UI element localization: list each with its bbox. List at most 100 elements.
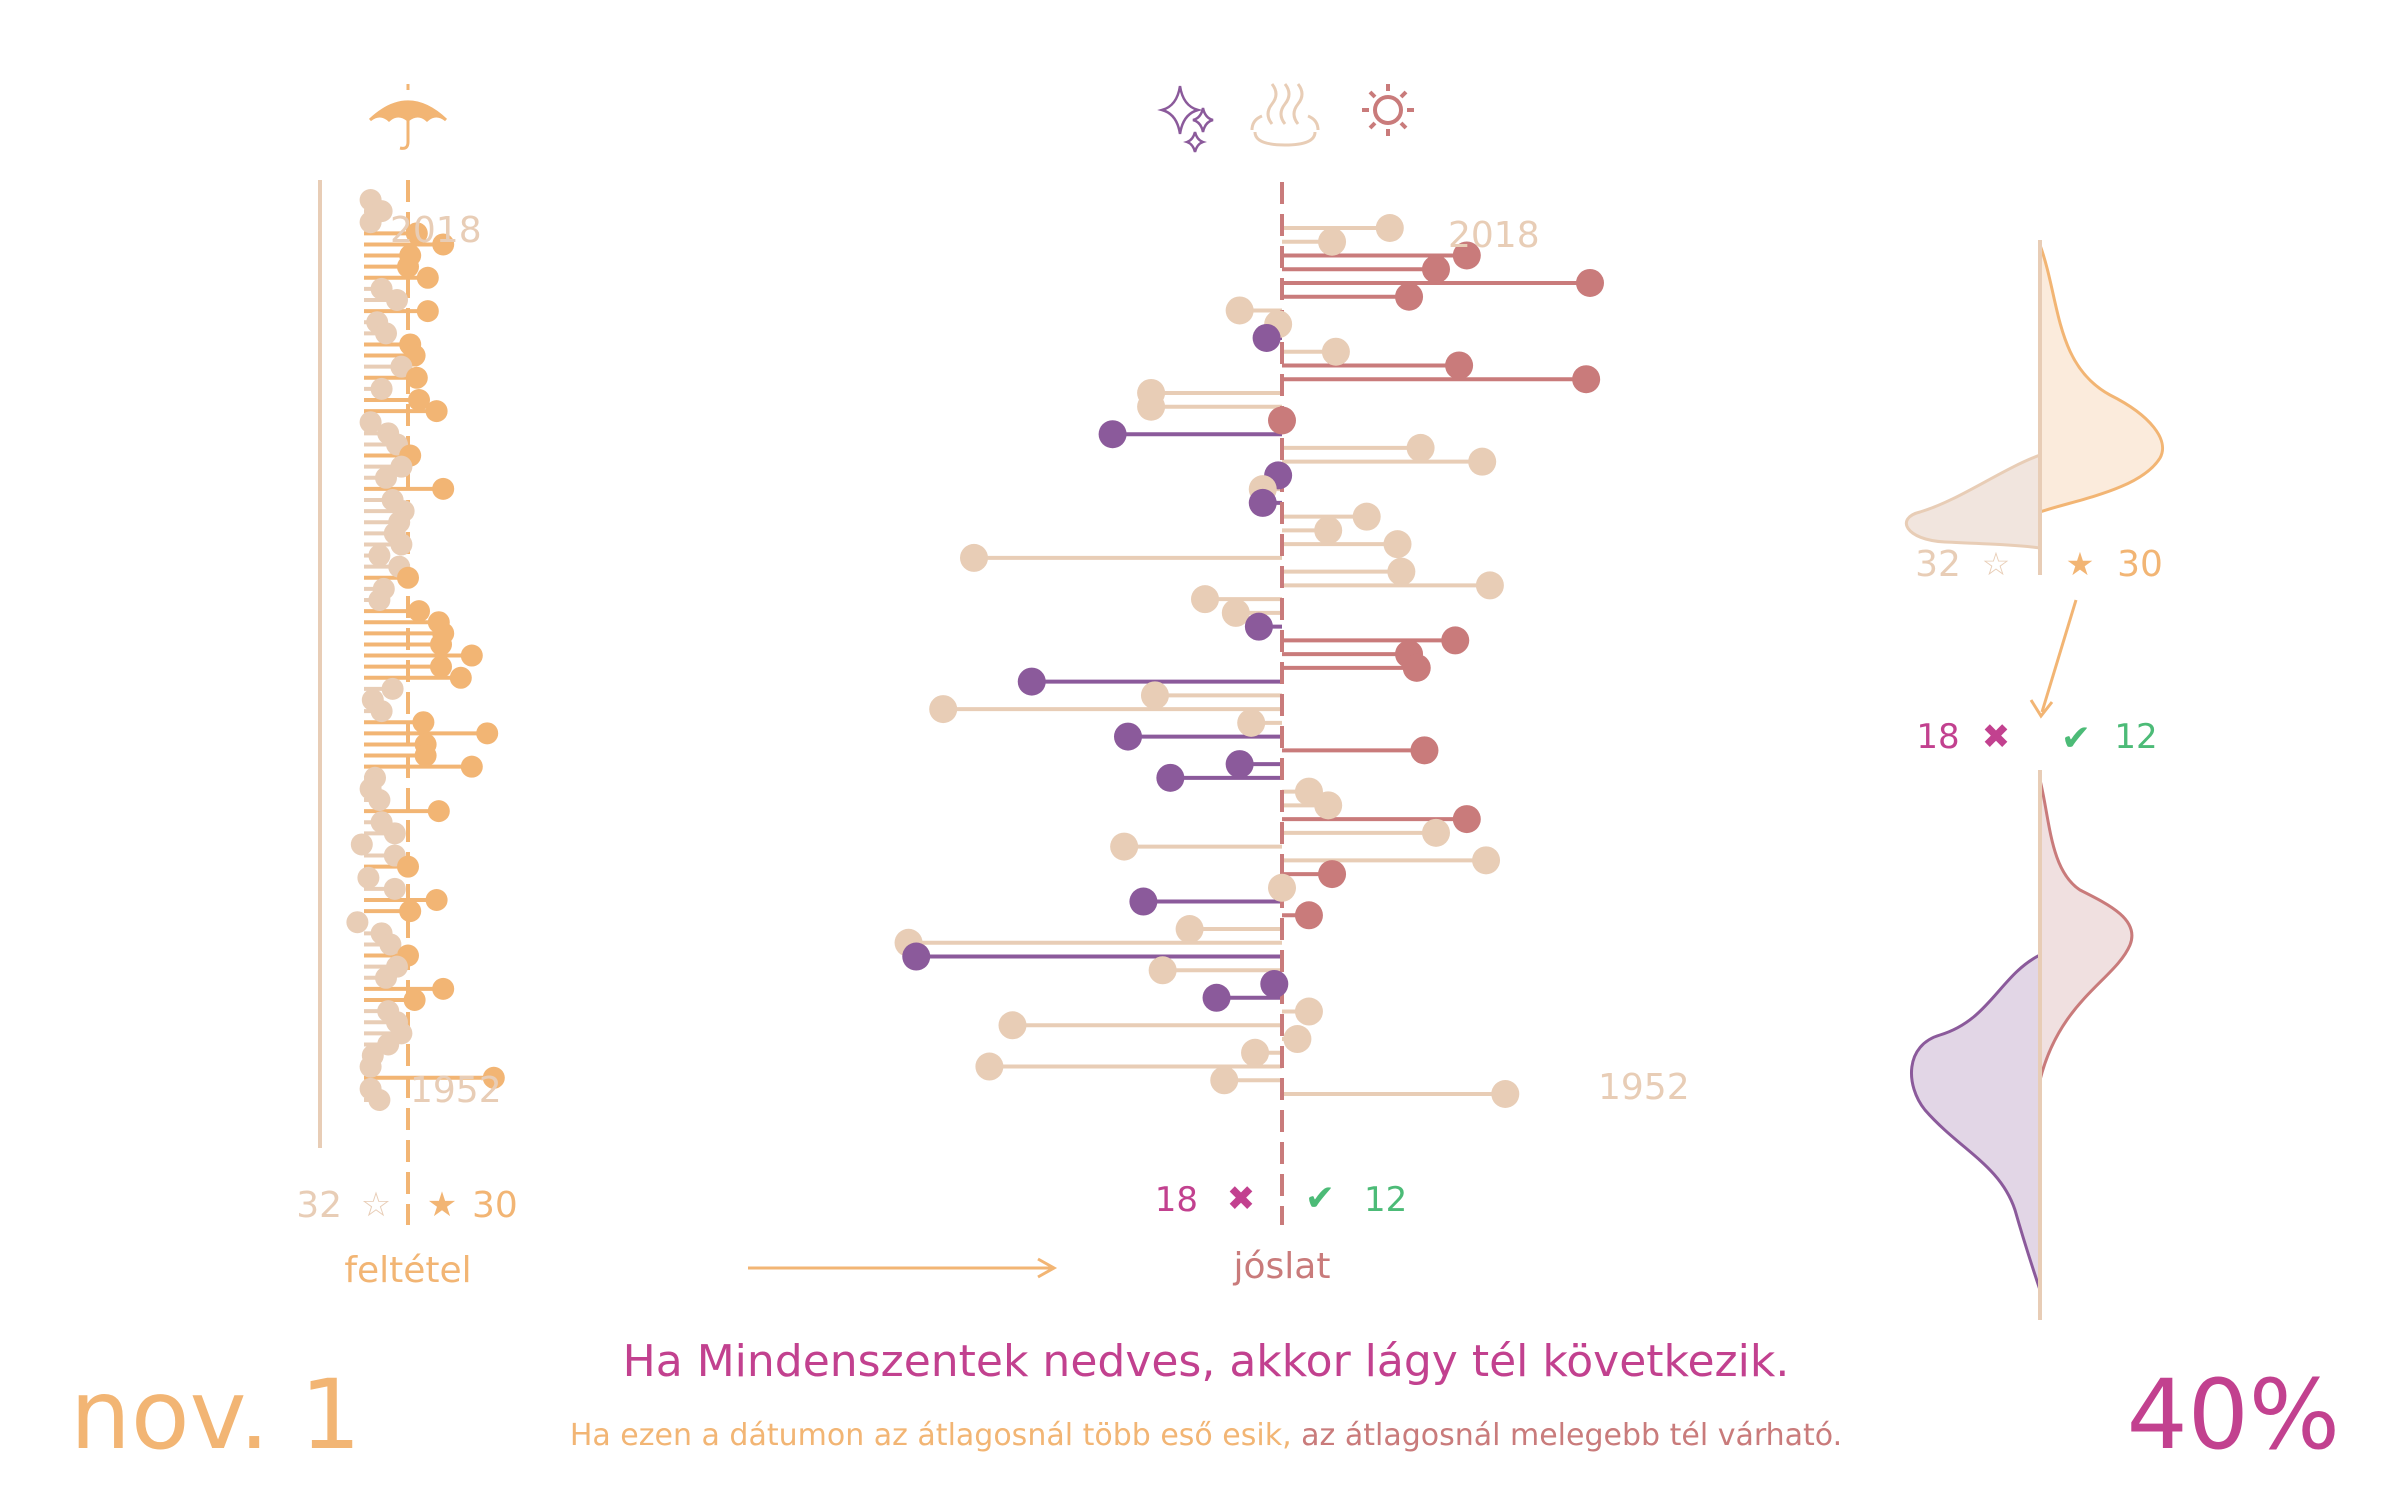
condition-dot (404, 989, 426, 1011)
prediction-dot (1203, 984, 1231, 1012)
condition-dot (417, 267, 439, 289)
condition-above-density (2040, 245, 2163, 512)
condition-dot (360, 211, 382, 233)
condition-dot (360, 1056, 382, 1078)
condition-above-star-icon: ★ (427, 1185, 457, 1225)
prediction-dot (1268, 406, 1296, 434)
prediction-dot (960, 544, 988, 572)
prediction-dot (1422, 255, 1450, 283)
prediction-stems (909, 228, 1590, 1094)
prediction-label: jóslat (1233, 1246, 1331, 1287)
condition-distribution (1906, 240, 2162, 575)
prediction-right-icon: ✔ (1305, 1178, 1335, 1219)
condition-dot (386, 289, 408, 311)
condition-dot (450, 667, 472, 689)
prediction-dot (1476, 571, 1504, 599)
prediction-dot (929, 695, 957, 723)
condition-label: feltétel (344, 1250, 471, 1291)
explanation-text: Ha ezen a dátumon az átlagosnál több eső… (570, 1418, 1842, 1453)
condition-dot (412, 711, 434, 733)
condition-dot (397, 856, 419, 878)
prediction-dot (1210, 1066, 1238, 1094)
prediction-dot (1241, 1039, 1269, 1067)
condition-dot (426, 889, 448, 911)
condition-dot (382, 678, 404, 700)
year-label-bottom-condition: 1952 (410, 1070, 502, 1111)
prediction-dot (1191, 585, 1219, 613)
dist-count-right: 12 (2114, 717, 2157, 757)
prediction-dot (1322, 338, 1350, 366)
condition-dot (384, 878, 406, 900)
date-label: nov. 1 (70, 1359, 361, 1471)
condition-dot (461, 645, 483, 667)
prediction-wrong-icon: ✖ (1227, 1179, 1256, 1219)
explanation-prediction-part: az átlagosnál melegebb tél várható. (1292, 1418, 1843, 1453)
sparkles-icon (1162, 86, 1213, 152)
condition-dot (368, 789, 390, 811)
condition-dot (384, 822, 406, 844)
prediction-distribution (1911, 770, 2131, 1320)
prediction-dot (1318, 860, 1346, 888)
condition-dot (476, 722, 498, 744)
dist-count-wrong: 18 (1916, 717, 1959, 757)
condition-dot (368, 545, 390, 567)
explanation-condition-part: Ha ezen a dátumon az átlagosnál több eső… (570, 1418, 1292, 1453)
condition-dots (346, 189, 504, 1111)
condition-dot (368, 1089, 390, 1111)
prediction-dot (1156, 764, 1184, 792)
prediction-dots (895, 214, 1604, 1108)
condition-lollipop-chart: 2018 1952 (320, 180, 505, 1225)
hot-springs-icon (1252, 84, 1318, 145)
prediction-dot (1407, 434, 1435, 462)
prediction-dot (1384, 530, 1412, 558)
dist-right-icon: ✔ (2061, 718, 2091, 759)
condition-dot (428, 800, 450, 822)
condition-dot (375, 467, 397, 489)
condition-below-density (1906, 455, 2040, 548)
dist-wrong-icon: ✖ (1982, 717, 2011, 757)
prediction-dot (1245, 613, 1273, 641)
condition-dot (371, 700, 393, 722)
condition-dot (432, 478, 454, 500)
condition-dot (346, 911, 368, 933)
umbrella-icon (370, 84, 446, 148)
accuracy-percent: 40% (2127, 1359, 2340, 1471)
condition-dot (357, 867, 379, 889)
condition-below-star-icon: ☆ (361, 1185, 391, 1225)
condition-dot (397, 567, 419, 589)
prediction-dot (1353, 503, 1381, 531)
prediction-dot (1572, 365, 1600, 393)
prediction-dot (1253, 324, 1281, 352)
condition-count-above: 30 (472, 1185, 518, 1226)
prediction-dot (1472, 846, 1500, 874)
prediction-dot (1491, 1080, 1519, 1108)
prediction-dot (1314, 516, 1342, 544)
condition-dot (417, 300, 439, 322)
condition-dot (415, 745, 437, 767)
prediction-dot (1441, 626, 1469, 654)
prediction-dot (1318, 228, 1346, 256)
dist-below-star-icon: ☆ (1982, 545, 2011, 583)
prediction-warm-density (2040, 780, 2132, 1080)
prediction-dot (1176, 915, 1204, 943)
saying-text: Ha Mindenszentek nedves, akkor lágy tél … (623, 1336, 1790, 1387)
condition-dot (430, 656, 452, 678)
prediction-dot (1445, 351, 1473, 379)
condition-dot (406, 367, 428, 389)
condition-dot (426, 400, 448, 422)
prediction-dot (1395, 283, 1423, 311)
prediction-dot (1249, 489, 1277, 517)
condition-to-prediction-arrow (748, 1259, 1054, 1277)
prediction-dot (1129, 888, 1157, 916)
prediction-dot (1314, 791, 1342, 819)
prediction-dot (1226, 296, 1254, 324)
prediction-count-wrong: 18 (1155, 1180, 1198, 1220)
condition-dot (368, 589, 390, 611)
year-label-top-condition: 2018 (390, 210, 482, 251)
prediction-count-right: 12 (1364, 1180, 1407, 1220)
condition-dot (430, 633, 452, 655)
prediction-dot (1283, 1025, 1311, 1053)
prediction-dot (1110, 833, 1138, 861)
prediction-dot (1018, 668, 1046, 696)
